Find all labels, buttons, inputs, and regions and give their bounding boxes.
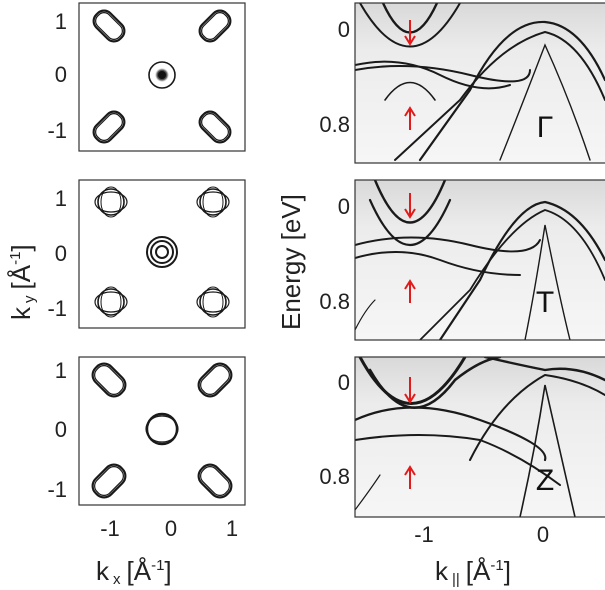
- panel-label-t: T: [536, 286, 554, 319]
- fs2-ytick-m1: -1: [47, 296, 67, 321]
- energy-axis-label: Energy [eV]: [276, 194, 306, 330]
- arpes3-bands: [355, 357, 605, 517]
- fermi-surface-panel-3: 1 0 -1: [47, 356, 246, 506]
- fermi-surface-panel-2: 1 0 -1: [47, 179, 246, 329]
- panel-frame: [78, 356, 246, 506]
- arpes-panel-z: Z 0 0.8: [319, 356, 605, 518]
- arpes2-bands: [355, 180, 605, 340]
- ky-axis-label: ky[Å-1]: [6, 244, 38, 320]
- fs3-ytick-m1: -1: [47, 477, 67, 502]
- fs3-contours: [91, 362, 233, 499]
- arpes2-ytick-08: 0.8: [319, 289, 350, 314]
- fs-xtick-m1: -1: [100, 516, 120, 541]
- fs-xtick-0: 0: [165, 516, 177, 541]
- fs1-ytick-1: 1: [55, 9, 67, 34]
- arpes1-ytick-08: 0.8: [319, 112, 350, 137]
- fs2-contours: [94, 186, 230, 318]
- arpes-xtick-0: 0: [537, 522, 549, 547]
- arpes3-ytick-0: 0: [338, 370, 350, 395]
- panel-frame: [78, 179, 246, 329]
- fermi-surface-panel-1: 1 0 -1: [47, 2, 246, 152]
- fs2-ytick-0: 0: [55, 241, 67, 266]
- kpar-axis-label: k || [Å-1]: [435, 556, 511, 588]
- fs1-contours: [92, 9, 232, 144]
- fs3-ytick-0: 0: [55, 417, 67, 442]
- panel-label-z: Z: [536, 464, 554, 497]
- fs-xtick-1: 1: [226, 516, 238, 541]
- arpes1-ytick-0: 0: [338, 17, 350, 42]
- fs3-ytick-1: 1: [55, 358, 67, 383]
- panel-label-gamma: Γ: [537, 111, 554, 144]
- arpes-panel-t: T 0 0.8: [319, 179, 605, 341]
- arpes3-ytick-08: 0.8: [319, 464, 350, 489]
- arpes-xtick-m1: -1: [414, 522, 434, 547]
- arpes1-bands: [355, 3, 605, 162]
- fs1-ytick-m1: -1: [47, 118, 67, 143]
- kx-axis-label: k x [Å-1]: [96, 556, 172, 588]
- arpes2-ytick-0: 0: [338, 194, 350, 219]
- fs2-ytick-1: 1: [55, 186, 67, 211]
- arpes-panel-gamma: Γ 0 0.8: [319, 2, 605, 164]
- fs1-ytick-0: 0: [55, 62, 67, 87]
- panel-frame: [78, 2, 246, 152]
